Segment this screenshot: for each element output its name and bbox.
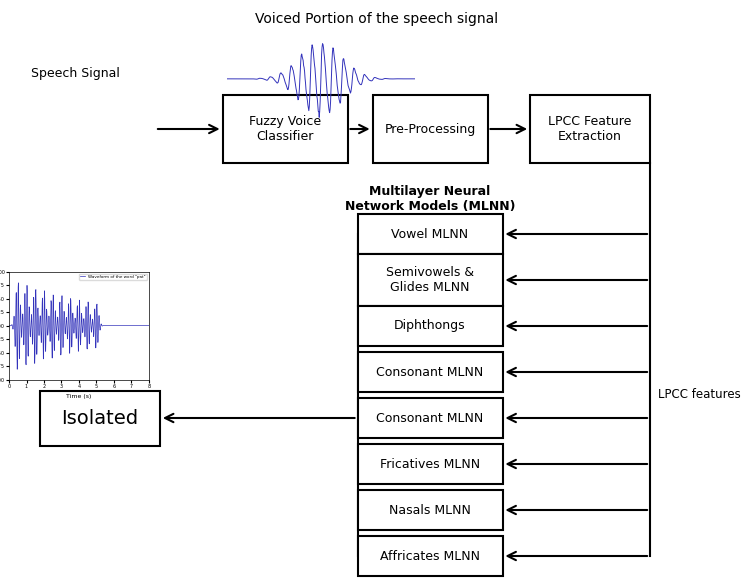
Text: Fuzzy Voice
Classifier: Fuzzy Voice Classifier	[249, 115, 321, 143]
Text: Diphthongs: Diphthongs	[394, 319, 466, 332]
Text: Consonant MLNN: Consonant MLNN	[377, 366, 484, 378]
X-axis label: Time (s): Time (s)	[66, 394, 91, 399]
Bar	[358, 254, 503, 306]
Bar	[358, 398, 503, 438]
Text: LPCC Feature
Extraction: LPCC Feature Extraction	[548, 115, 632, 143]
Text: Fricatives MLNN: Fricatives MLNN	[380, 457, 480, 471]
Text: Semivowels &
Glides MLNN: Semivowels & Glides MLNN	[386, 266, 474, 294]
Bar	[223, 95, 347, 163]
Text: Speech Signal: Speech Signal	[30, 68, 119, 81]
Text: Pre-Processing: Pre-Processing	[384, 123, 476, 135]
Bar	[358, 444, 503, 484]
Text: Nasals MLNN: Nasals MLNN	[389, 503, 471, 516]
Text: Consonant MLNN: Consonant MLNN	[377, 412, 484, 425]
Bar	[358, 536, 503, 576]
Text: Vowel MLNN: Vowel MLNN	[391, 228, 469, 241]
Text: LPCC features: LPCC features	[658, 388, 741, 402]
Bar	[530, 95, 650, 163]
Bar	[358, 490, 503, 530]
Legend: Waveform of the word "pat": Waveform of the word "pat"	[79, 274, 146, 280]
Bar	[358, 214, 503, 254]
Bar	[358, 306, 503, 346]
Text: Affricates MLNN: Affricates MLNN	[380, 550, 480, 562]
Text: Voiced Portion of the speech signal: Voiced Portion of the speech signal	[255, 12, 498, 26]
Text: Isolated: Isolated	[61, 408, 139, 427]
Bar	[358, 352, 503, 392]
Bar	[372, 95, 488, 163]
Bar	[40, 391, 160, 446]
Text: Multilayer Neural
Network Models (MLNN): Multilayer Neural Network Models (MLNN)	[345, 185, 515, 213]
